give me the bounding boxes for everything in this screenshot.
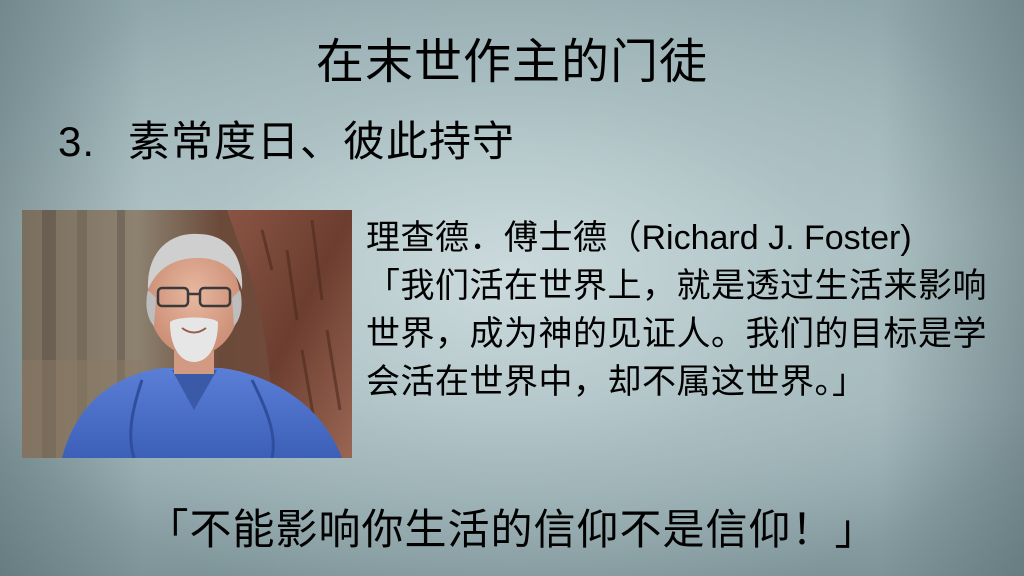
slide-title: 在末世作主的门徒 [315, 34, 708, 90]
author-english-name: （Richard J. Foster) [607, 219, 912, 257]
quote-text: 「我们活在世界上，就是透过生活来影响世界，成为神的见证人。我们的目标是学会活在世… [366, 266, 987, 402]
portrait-photo [22, 210, 352, 458]
subtitle-number: 3. [58, 118, 96, 165]
subtitle-text: 素常度日、彼此持守 [128, 117, 516, 166]
author-chinese-name: 理查德．傅士德 [366, 218, 608, 258]
quote-block: 理查德．傅士德（Richard J. Foster) 「我们活在世界上，就是透过… [366, 214, 1016, 406]
quote-author: 理查德．傅士德（Richard J. Foster) [366, 214, 1016, 262]
slide-subtitle: 3. 素常度日、彼此持守 [58, 112, 515, 172]
bottom-quote: 「不能影响你生活的信仰不是信仰！」 [146, 505, 878, 554]
